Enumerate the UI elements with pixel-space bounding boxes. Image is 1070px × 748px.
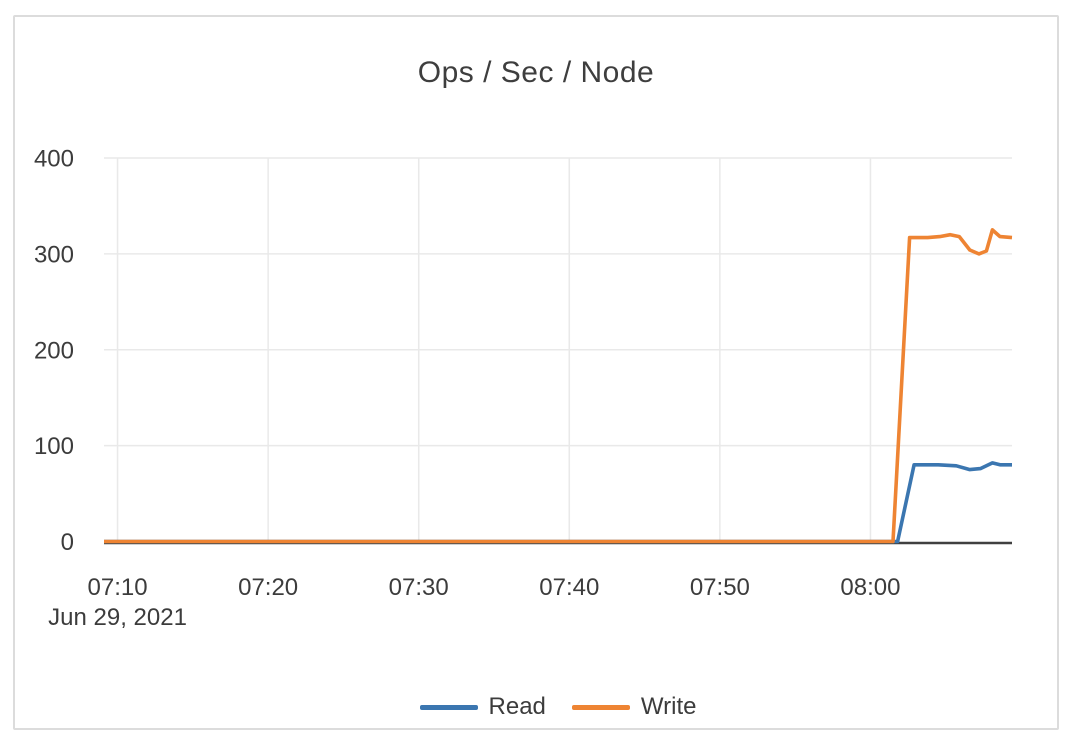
series-line-write <box>104 228 1013 544</box>
x-axis-date-label: Jun 29, 2021 <box>48 604 187 631</box>
y-tick-label: 400 <box>34 146 74 173</box>
x-tick-label: 07:50 <box>690 574 750 601</box>
x-tick-label: 08:00 <box>840 574 900 601</box>
x-tick-label: 07:20 <box>238 574 298 601</box>
write-line-swatch <box>571 704 630 710</box>
y-tick-label: 100 <box>34 433 74 460</box>
legend-label-read: Read <box>488 693 546 720</box>
y-tick-label: 300 <box>34 241 74 268</box>
x-tick-label: 07:10 <box>88 574 148 601</box>
chart-card <box>13 15 1059 730</box>
y-tick-label: 200 <box>34 337 74 364</box>
x-tick-label: 07:40 <box>539 574 599 601</box>
read-line-swatch <box>419 704 478 710</box>
y-tick-label: 0 <box>61 529 74 556</box>
legend-item-read[interactable]: Read <box>419 693 546 721</box>
series-line-read <box>104 461 1012 544</box>
legend-item-write[interactable]: Write <box>571 693 697 721</box>
chart-legend: Read Write <box>104 690 1012 724</box>
x-tick-label: 07:30 <box>389 574 449 601</box>
chart-title: Ops / Sec / Node <box>417 56 655 89</box>
legend-label-write: Write <box>640 693 697 720</box>
